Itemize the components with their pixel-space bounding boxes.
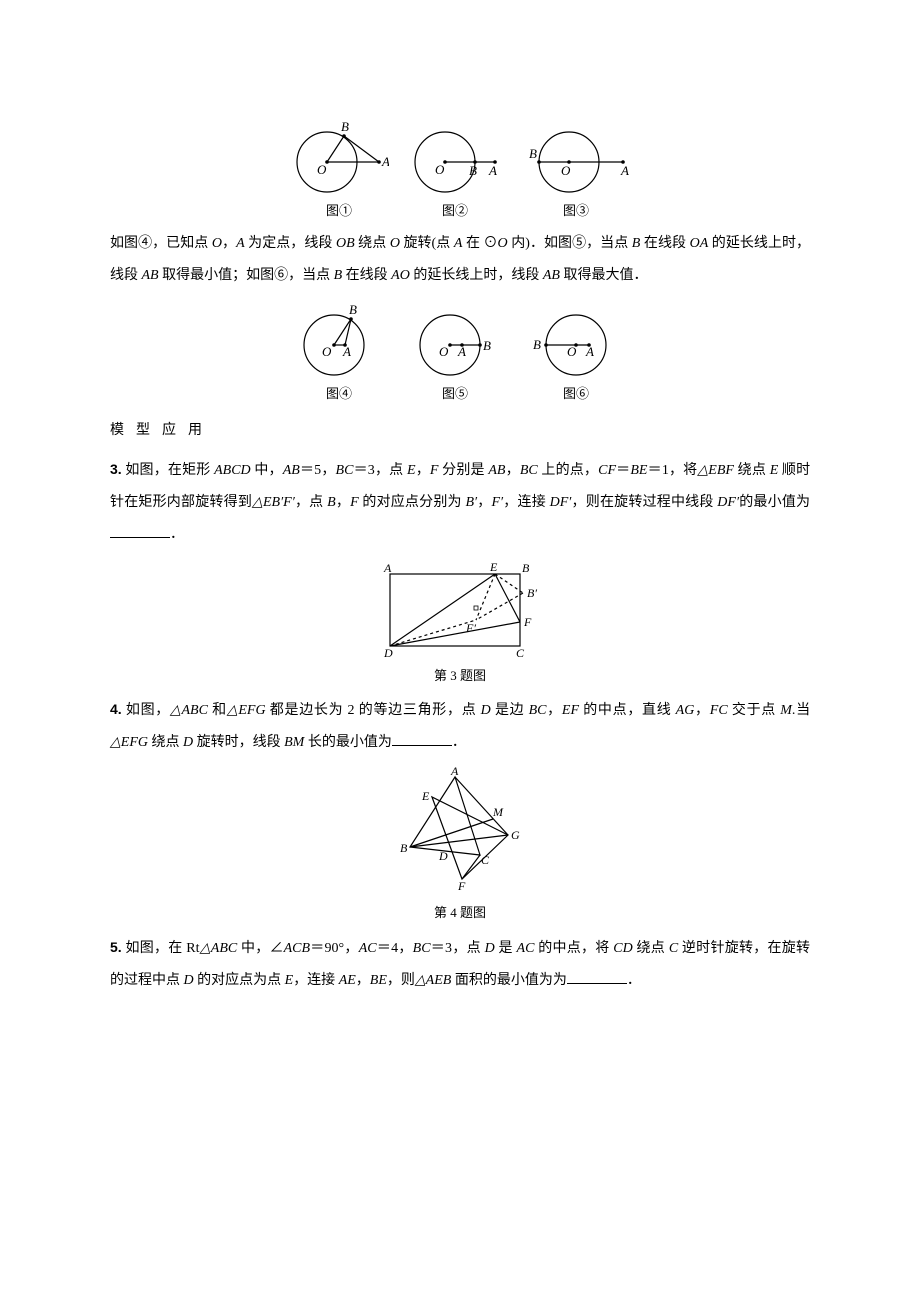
svg-text:D: D [383,646,393,660]
q3-caption: 第 3 题图 [110,668,810,684]
svg-text:B: B [349,302,357,317]
q3-figure-row: A E B B′ F F′ D C [110,560,810,660]
figure-2: O B A 图② [405,118,505,220]
svg-text:O: O [439,344,449,359]
svg-text:O: O [322,344,332,359]
svg-text:F: F [523,615,532,629]
figure-row-1: O B A 图① O B A 图② O B A 图③ [110,118,810,220]
diagram-circle-6: O A B [521,301,631,381]
figure-3-caption: 图③ [563,202,589,220]
diagram-circle-2: O B A [405,118,505,198]
question-5: 5. 如图，在 Rt△ABC 中，∠ACB＝90°，AC＝4，BC＝3，点 D … [110,931,810,997]
svg-text:A: A [620,163,629,178]
svg-text:E: E [489,560,498,574]
svg-text:D: D [438,849,448,863]
svg-text:A: A [381,154,389,169]
q5-number: 5. [110,939,122,955]
svg-text:A: A [450,767,459,778]
svg-text:B: B [529,146,537,161]
svg-text:B: B [469,163,477,178]
figure-6: O A B 图⑥ [521,301,631,403]
figure-5: O A B 图⑤ [405,301,505,403]
q3-diagram: A E B B′ F F′ D C [370,560,550,660]
svg-text:O: O [317,162,327,177]
svg-text:A: A [383,561,392,575]
svg-text:B: B [483,338,491,353]
svg-text:C: C [516,646,525,660]
svg-text:O: O [561,163,571,178]
svg-text:B: B [522,561,530,575]
figure-5-caption: 图⑤ [442,385,468,403]
figure-row-2: O A B 图④ O A B 图⑤ O A B 图⑥ [110,301,810,403]
svg-text:G: G [511,828,520,842]
svg-text:A: A [488,163,497,178]
svg-text:A: A [585,344,594,359]
question-4: 4. 如图，△ABC 和△EFG 都是边长为 2 的等边三角形，点 D 是边 B… [110,693,810,759]
q5-blank[interactable] [567,972,627,985]
svg-text:M: M [492,805,504,819]
svg-text:C: C [481,853,490,867]
figure-4: O A B 图④ [289,301,389,403]
q4-diagram: A E M G B D C F [380,767,540,897]
q3-number: 3. [110,461,122,477]
diagram-circle-1: O B A [289,118,389,198]
svg-text:B: B [341,119,349,134]
figure-3: O B A 图③ [521,118,631,220]
q3-blank[interactable] [110,526,170,539]
diagram-circle-4: O A B [289,301,389,381]
figure-4-caption: 图④ [326,385,352,403]
svg-text:B′: B′ [527,586,537,600]
q4-caption: 第 4 题图 [110,905,810,921]
section-heading: 模型应用 [110,415,810,447]
paragraph-1: 如图④，已知点 O，A 为定点，线段 OB 绕点 O 旋转(点 A 在 ⊙O 内… [110,228,810,292]
svg-text:O: O [567,344,577,359]
svg-text:A: A [457,344,466,359]
q4-number: 4. [110,701,122,717]
svg-text:E: E [421,789,430,803]
svg-text:O: O [435,162,445,177]
svg-text:B: B [400,841,408,855]
figure-1: O B A 图① [289,118,389,220]
q4-figure-row: A E M G B D C F [110,767,810,897]
svg-text:A: A [342,344,351,359]
figure-2-caption: 图② [442,202,468,220]
svg-text:F′: F′ [465,621,476,635]
svg-text:F: F [457,879,466,893]
q4-blank[interactable] [392,734,452,747]
diagram-circle-3: O B A [521,118,631,198]
svg-text:B: B [533,337,541,352]
figure-6-caption: 图⑥ [563,385,589,403]
question-3: 3. 如图，在矩形 ABCD 中，AB＝5，BC＝3，点 E，F 分别是 AB，… [110,453,810,552]
figure-1-caption: 图① [326,202,352,220]
diagram-circle-5: O A B [405,301,505,381]
